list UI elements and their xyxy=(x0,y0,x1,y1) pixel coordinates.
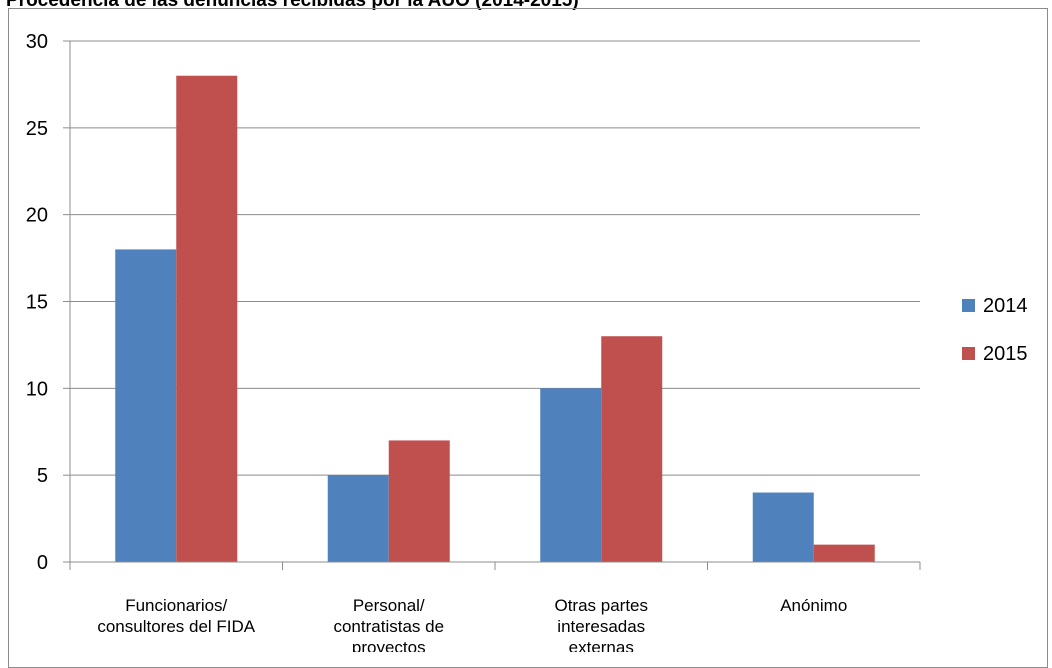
x-category-label: Anónimo xyxy=(780,596,847,615)
bar-2014 xyxy=(752,492,814,562)
legend: 2014 2015 xyxy=(962,295,1028,365)
legend-swatch xyxy=(962,299,975,312)
bar-2014 xyxy=(540,388,602,562)
y-tick-label: 25 xyxy=(26,118,48,140)
bar-2014 xyxy=(115,249,177,562)
x-category-label: Funcionarios/consultores del FIDA xyxy=(97,596,255,636)
y-tick-label: 20 xyxy=(26,205,48,227)
bar-2015 xyxy=(813,544,875,562)
bar-2015 xyxy=(388,440,450,562)
y-tick-label: 15 xyxy=(26,292,48,314)
legend-swatch xyxy=(962,347,975,360)
legend-label: 2014 xyxy=(983,295,1028,317)
legend-label: 2015 xyxy=(983,343,1028,365)
bar-chart: 0 5 10 15 20 25 30 Funcionarios/consultores de… xyxy=(26,31,1028,652)
y-tick-label: 10 xyxy=(26,378,48,400)
x-category-label: Otras partes interesadas externas xyxy=(554,596,648,652)
bar-2015 xyxy=(176,75,238,562)
x-category-label: Personal/contratistas de proyectos xyxy=(333,596,444,652)
gridlines xyxy=(70,40,920,476)
bar-2015 xyxy=(601,336,663,562)
y-tick-labels: 0 5 10 15 20 25 30 xyxy=(26,31,48,574)
y-tick-label: 0 xyxy=(37,552,48,574)
chart-title: Procedencia de las denuncias recibidas p… xyxy=(6,0,579,11)
bar-2014 xyxy=(327,475,389,562)
y-tick-label: 5 xyxy=(37,465,48,487)
y-tick-label: 30 xyxy=(26,31,48,53)
x-category-labels: Funcionarios/consultores del FIDA Persona… xyxy=(97,596,847,652)
bars xyxy=(115,75,875,562)
axes xyxy=(63,40,921,570)
